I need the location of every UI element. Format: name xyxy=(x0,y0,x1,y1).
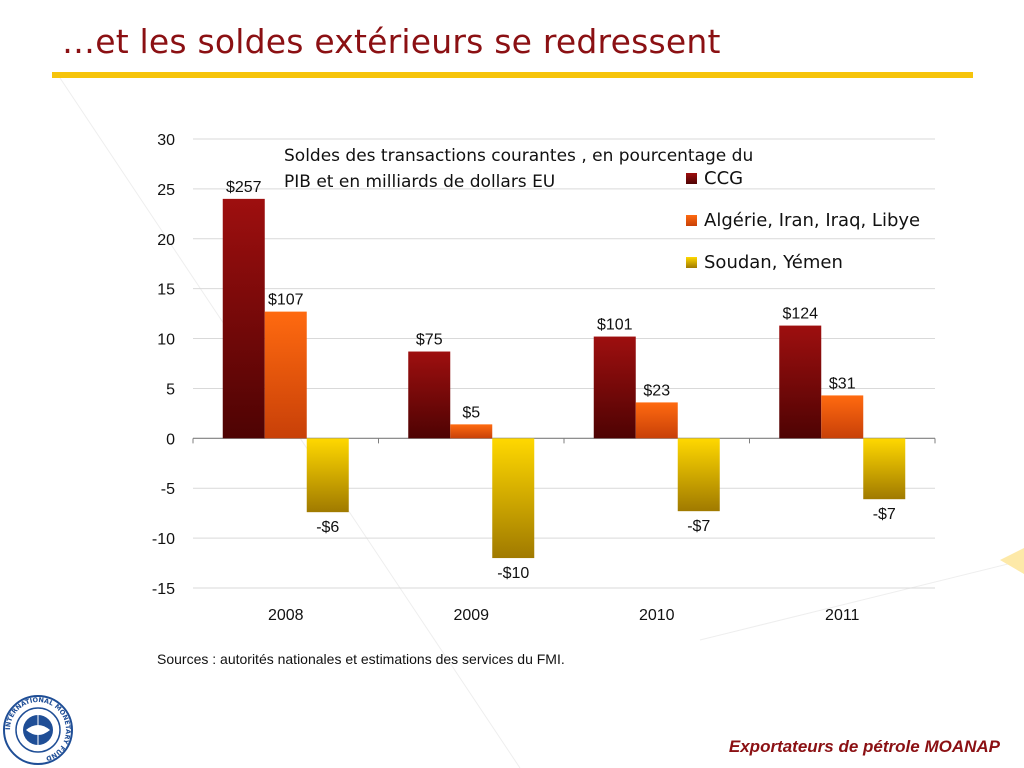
y-tick-label: -15 xyxy=(152,581,175,598)
x-category-label: 2009 xyxy=(453,607,489,624)
data-label: $257 xyxy=(226,179,262,196)
data-label: $107 xyxy=(268,292,304,309)
legend-swatch xyxy=(686,173,697,184)
sources-note: Sources : autorités nationales et estima… xyxy=(157,651,565,667)
y-tick-label: 20 xyxy=(157,232,175,249)
legend-swatch xyxy=(686,215,697,226)
y-tick-label: -5 xyxy=(161,481,175,498)
data-label: -$6 xyxy=(316,519,339,536)
legend-label: CCG xyxy=(704,168,743,189)
y-tick-label: 30 xyxy=(157,132,175,149)
footer-caption: Exportateurs de pétrole MOANAP xyxy=(728,737,1000,756)
y-tick-label: -10 xyxy=(152,531,175,548)
x-category-label: 2011 xyxy=(825,607,860,624)
bar-alg-rie-iran-iraq-libye xyxy=(821,395,864,439)
imf-logo: INTERNATIONAL MONETARY FUND xyxy=(3,695,73,765)
legend-swatch xyxy=(686,257,697,268)
bar-alg-rie-iran-iraq-libye xyxy=(450,424,493,439)
legend-label: Algérie, Iran, Iraq, Libye xyxy=(704,210,920,231)
data-label: $124 xyxy=(782,306,818,323)
bar-soudan-y-men xyxy=(492,438,535,559)
bar-soudan-y-men xyxy=(863,438,906,500)
y-tick-label: 25 xyxy=(157,182,175,199)
bar-alg-rie-iran-iraq-libye xyxy=(635,402,678,439)
chart-title-line-2: PIB et en milliards de dollars EU xyxy=(284,172,555,192)
title-rule xyxy=(52,72,973,78)
data-label: $101 xyxy=(597,317,633,334)
data-label: $5 xyxy=(462,404,480,421)
bar-soudan-y-men xyxy=(677,438,720,512)
bar-ccg xyxy=(408,351,451,439)
data-label: -$7 xyxy=(873,506,896,523)
x-category-label: 2008 xyxy=(268,607,304,624)
bar-alg-rie-iran-iraq-libye xyxy=(264,311,307,439)
x-category-label: 2010 xyxy=(639,607,675,624)
chart-title-line-1: Soldes des transactions courantes , en p… xyxy=(284,146,753,166)
bar-ccg xyxy=(222,198,265,439)
slide-title: …et les soldes extérieurs se redressent xyxy=(62,22,721,61)
legend-label: Soudan, Yémen xyxy=(704,252,843,273)
data-label: -$10 xyxy=(497,565,529,582)
data-label: -$7 xyxy=(687,518,710,535)
y-tick-label: 5 xyxy=(166,381,175,398)
bar-ccg xyxy=(779,325,822,439)
bar-ccg xyxy=(593,336,636,439)
y-tick-label: 15 xyxy=(157,282,175,299)
bar-soudan-y-men xyxy=(306,438,349,513)
data-label: $23 xyxy=(643,382,670,399)
y-tick-label: 10 xyxy=(157,332,175,349)
data-label: $31 xyxy=(829,375,856,392)
y-tick-label: 0 xyxy=(166,431,175,448)
data-label: $75 xyxy=(416,332,443,349)
